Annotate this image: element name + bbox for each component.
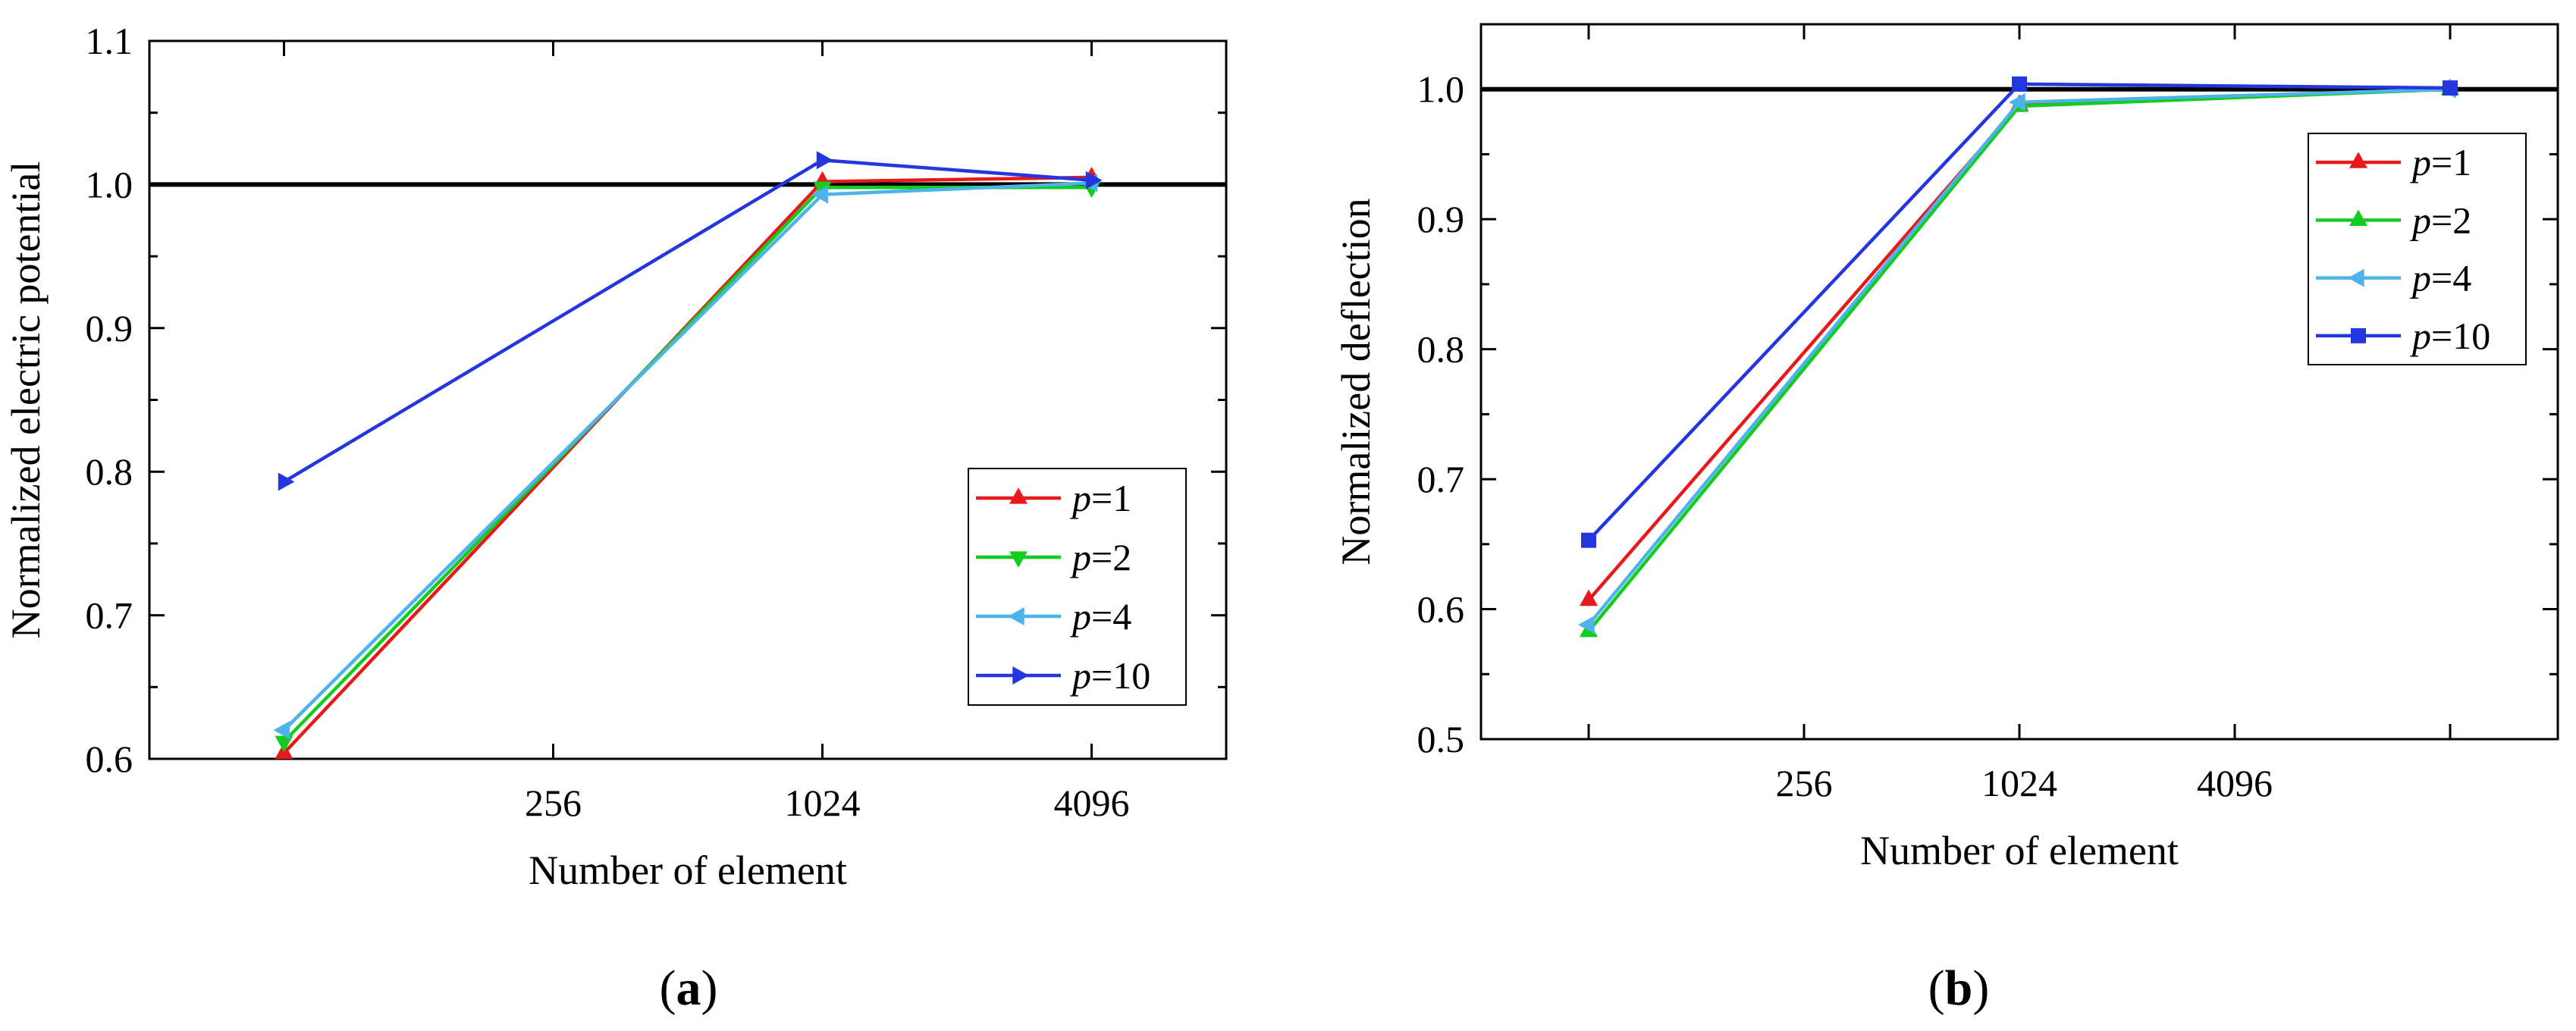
x-tick-label-b: 1024	[1981, 762, 2057, 804]
legend-value: =4	[2431, 257, 2471, 299]
y-tick-label-b: 1.0	[1417, 68, 1465, 111]
y-axis-title-b: Normalized deflection	[1333, 198, 1379, 565]
x-axis-title-a: Number of element	[529, 848, 847, 893]
series-line-a-3	[283, 158, 1092, 484]
legend-marker-b-3	[2351, 327, 2366, 343]
data-point-a-3	[1085, 171, 1103, 190]
panel-label-b: (b)	[1928, 960, 1990, 1016]
y-tick-label-b: 0.9	[1417, 198, 1465, 240]
y-tick-label-b: 0.8	[1417, 328, 1465, 371]
legend-value: =1	[1091, 477, 1131, 519]
legend-box-b	[2308, 133, 2527, 365]
legend-marker-a-0	[1009, 487, 1028, 504]
data-point-b-3	[2012, 76, 2027, 92]
legend-label-b-1: p=2	[2410, 199, 2471, 241]
legend-value: =4	[1091, 595, 1131, 638]
legend-value: =2	[2431, 199, 2471, 241]
legend-symbol: p	[2410, 141, 2431, 183]
y-axis-title-a: Normalized electric potential	[3, 161, 49, 639]
y-tick-label-a: 1.0	[86, 163, 133, 205]
data-point-b-2	[2009, 92, 2025, 111]
chart-panel-a: 0.6 0.7 0.8 0.9 1.0 1.1 256 1024 4096 Number of e…	[3, 20, 1228, 893]
data-point-a-3	[816, 151, 833, 170]
legend-label-b-2: p=4	[2410, 257, 2471, 299]
legend-marker-b-1	[2349, 209, 2367, 227]
y-tick-label-a: 0.9	[86, 307, 133, 349]
legend-symbol: p	[1070, 536, 1091, 578]
x-tick-label-a: 1024	[785, 782, 861, 824]
legend-symbol: p	[1070, 654, 1091, 697]
legend-symbol: p	[1070, 595, 1091, 638]
y-tick-label-b: 0.6	[1417, 588, 1465, 631]
data-point-b-3	[2443, 80, 2458, 96]
legend-marker-b-2	[2348, 268, 2364, 287]
legend-marker-a-1	[1009, 551, 1028, 568]
y-tick-label-b: 0.5	[1417, 718, 1465, 760]
legend-symbol: p	[2410, 199, 2431, 241]
data-point-a-3	[278, 472, 295, 491]
chart-panel-b: 0.5 0.6 0.7 0.8 0.9 1.0 256 1024 4096 Number of e…	[1333, 23, 2559, 873]
data-point-a-2	[273, 721, 290, 740]
y-tick-label-a: 1.1	[86, 20, 133, 62]
x-axis-title-b: Number of element	[1860, 828, 2179, 873]
legend-value: =10	[1091, 654, 1150, 697]
legend-value: =10	[2431, 315, 2490, 357]
plot-frame-b	[1479, 23, 2559, 741]
legend-value: =1	[2431, 141, 2471, 183]
data-point-b-2	[1578, 616, 1595, 635]
x-tick-label-a: 256	[525, 782, 582, 824]
legend-label-a-1: p=2	[1070, 536, 1131, 578]
legend-label-b-0: p=1	[2410, 141, 2471, 183]
legend-symbol: p	[1070, 477, 1091, 519]
y-tick-label-a: 0.6	[86, 738, 133, 780]
y-tick-label-a: 0.8	[86, 450, 133, 493]
legend-marker-b-0	[2349, 152, 2367, 168]
legend-label-a-2: p=4	[1070, 595, 1131, 638]
legend-marker-a-2	[1008, 607, 1024, 625]
data-point-a-1	[275, 735, 293, 753]
legend-label-a-3: p=10	[1070, 654, 1150, 697]
legend-label-b-3: p=10	[2410, 315, 2490, 357]
y-tick-label-b: 0.7	[1417, 458, 1465, 500]
legend-symbol: p	[2410, 315, 2431, 357]
y-tick-label-a: 0.7	[86, 594, 133, 637]
data-point-b-3	[1581, 532, 1596, 548]
data-point-a-2	[811, 185, 829, 204]
x-tick-label-b: 256	[1776, 762, 1833, 804]
legend-symbol: p	[2410, 257, 2431, 299]
legend-box-a	[968, 468, 1187, 706]
legend-value: =2	[1091, 536, 1131, 578]
panel-label-a: (a)	[660, 960, 718, 1016]
data-point-b-0	[1580, 589, 1598, 606]
x-tick-label-b: 4096	[2197, 762, 2273, 804]
x-tick-label-a: 4096	[1054, 782, 1130, 824]
legend-marker-a-3	[1012, 666, 1029, 685]
legend-label-a-0: p=1	[1070, 477, 1131, 519]
